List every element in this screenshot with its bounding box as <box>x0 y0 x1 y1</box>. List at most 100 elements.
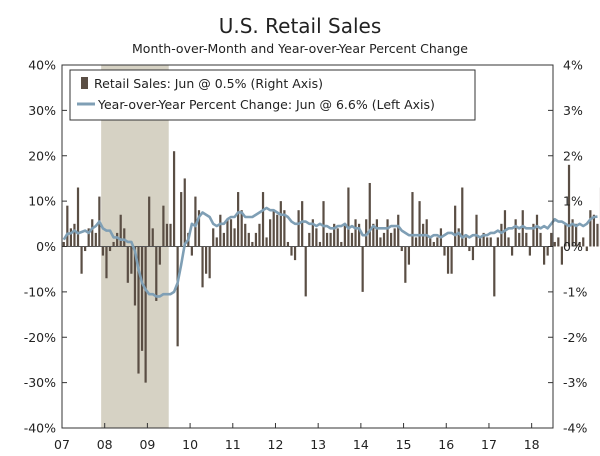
bar <box>471 246 475 261</box>
bar <box>486 237 489 247</box>
bar <box>94 232 97 247</box>
bar <box>564 223 567 247</box>
bar <box>571 219 574 247</box>
bar <box>180 192 183 247</box>
bar <box>560 246 563 265</box>
bar <box>493 246 496 297</box>
bar <box>301 201 304 247</box>
bar <box>276 214 279 247</box>
bar <box>318 241 322 247</box>
right-tick-label: 2% <box>563 148 583 163</box>
bar <box>454 205 457 247</box>
bar <box>596 223 599 247</box>
bar <box>336 228 339 247</box>
bar <box>226 219 229 247</box>
bar <box>183 178 186 247</box>
bar <box>379 237 382 247</box>
right-tick-label: -4% <box>563 421 587 436</box>
bar <box>155 246 158 301</box>
bar <box>528 246 531 256</box>
left-tick-label: 40% <box>28 58 56 73</box>
bar <box>333 223 336 247</box>
bar <box>518 232 521 247</box>
bar <box>550 232 553 247</box>
bar <box>461 187 464 247</box>
right-tick-label: 1% <box>563 194 583 209</box>
bar <box>169 223 172 247</box>
left-tick-label: -30% <box>24 375 56 390</box>
plot-area: 40% 30% 20% 10% 0% -10% -20% -30% -40% 4% 3% 2% 1% 0%… <box>24 58 600 452</box>
bar <box>219 214 222 247</box>
bar <box>589 210 592 247</box>
right-tick-label: 0% <box>563 239 583 254</box>
right-tick-label: 3% <box>563 103 583 118</box>
bar <box>212 228 215 247</box>
legend-swatch-bar <box>81 77 88 89</box>
bar <box>130 246 133 274</box>
bar <box>101 246 105 256</box>
bar <box>69 228 72 247</box>
bar <box>592 214 596 247</box>
bar <box>468 246 471 252</box>
bar <box>361 246 364 292</box>
bar <box>425 219 428 247</box>
bar <box>557 237 560 247</box>
bar <box>315 228 318 247</box>
bar <box>162 205 165 247</box>
bar <box>500 223 503 247</box>
right-tick-label: -2% <box>563 330 587 345</box>
bar <box>503 210 507 247</box>
bar <box>133 246 137 306</box>
bar <box>290 246 293 256</box>
bar <box>446 246 450 274</box>
bar <box>322 201 325 247</box>
bar <box>585 246 588 252</box>
legend-box <box>69 69 476 121</box>
bar <box>201 246 204 288</box>
bar <box>144 246 147 383</box>
x-tick-label: 15 <box>396 437 412 452</box>
bar <box>194 196 197 247</box>
bar <box>172 151 176 247</box>
bar <box>400 246 403 252</box>
x-tick-label: 14 <box>353 437 369 452</box>
bar <box>240 210 243 247</box>
bar <box>62 241 65 247</box>
bar <box>496 237 499 247</box>
bar <box>507 237 510 247</box>
bar <box>158 246 161 265</box>
bar <box>123 228 126 247</box>
bar <box>443 246 446 256</box>
bar <box>354 219 357 247</box>
x-tick-label: 08 <box>97 437 113 452</box>
bar <box>197 210 201 247</box>
bar <box>340 241 343 247</box>
bar <box>382 232 386 247</box>
right-tick-label: -3% <box>563 375 587 390</box>
bar <box>265 237 268 247</box>
bar <box>578 241 581 247</box>
bar <box>357 223 361 247</box>
bar <box>478 237 482 247</box>
left-tick-label: -40% <box>24 421 56 436</box>
x-tick-label: 12 <box>268 437 284 452</box>
legend: Retail Sales: Jun @ 0.5% (Right Axis) Ye… <box>69 69 476 121</box>
bar <box>535 214 539 247</box>
bar <box>148 196 151 247</box>
bar <box>91 219 94 247</box>
bar <box>567 164 571 247</box>
bar <box>464 237 467 247</box>
chart-title: U.S. Retail Sales <box>219 14 382 38</box>
bar <box>489 237 492 247</box>
bar <box>404 246 407 283</box>
bar <box>482 232 485 247</box>
bar <box>222 232 225 247</box>
bar <box>546 246 549 256</box>
x-tick-label: 07 <box>54 437 70 452</box>
left-tick-label: 0% <box>36 239 56 254</box>
bar <box>204 246 208 274</box>
x-tick-label: 10 <box>182 437 198 452</box>
right-tick-label: -1% <box>563 284 587 299</box>
bar <box>343 223 346 247</box>
bar <box>286 241 290 247</box>
